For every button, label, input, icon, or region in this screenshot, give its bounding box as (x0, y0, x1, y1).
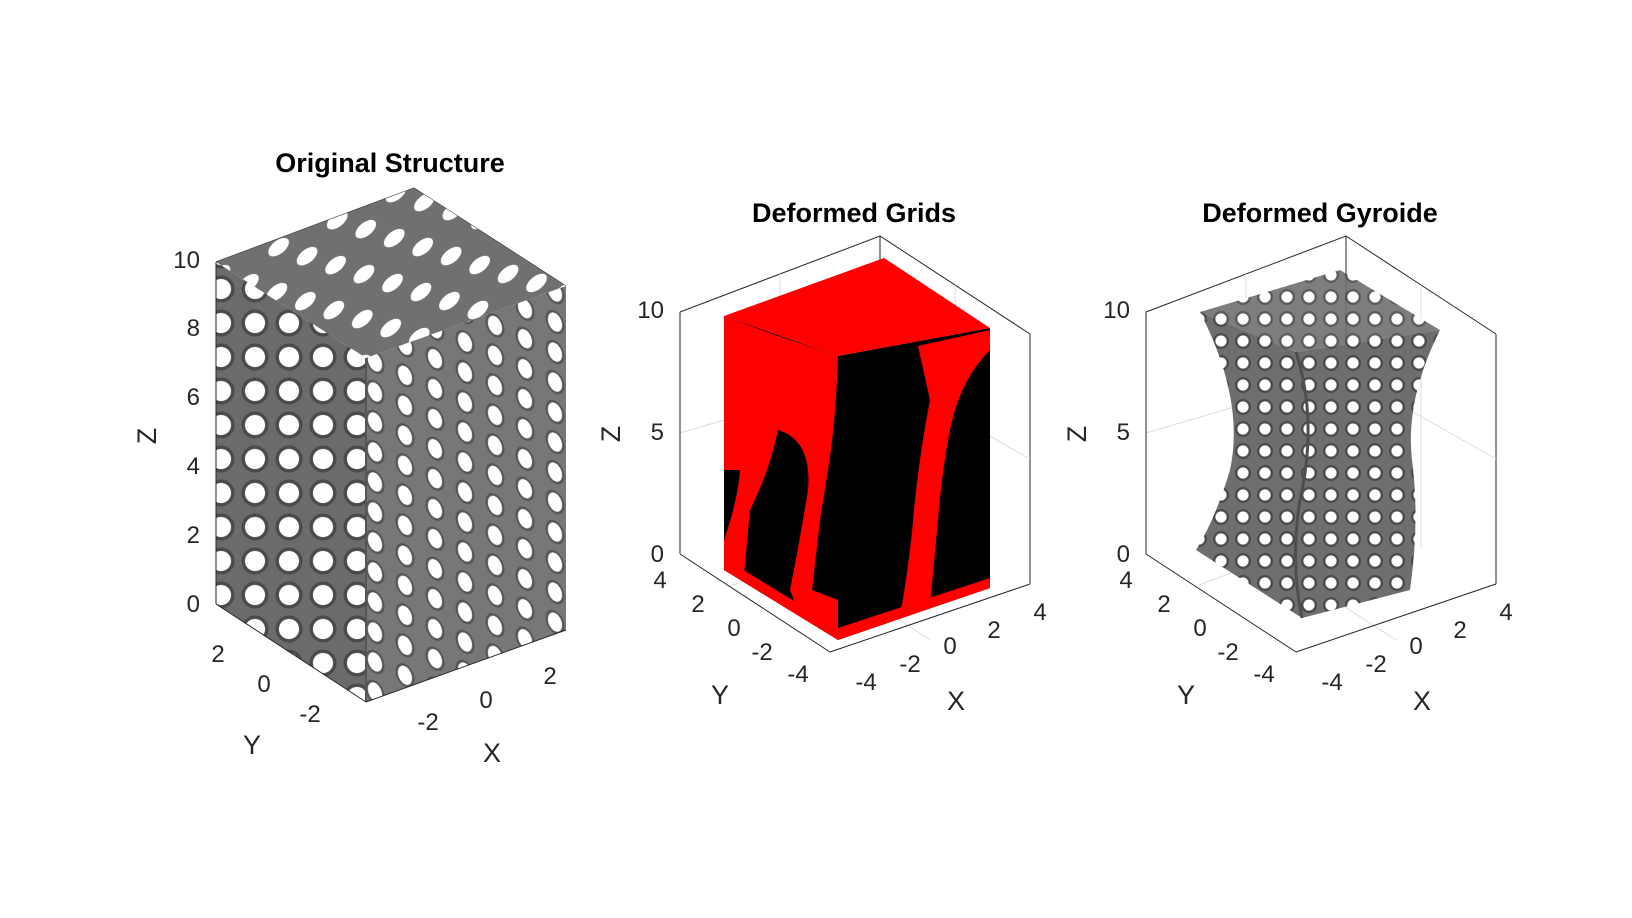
panel2-red-band-right (900, 330, 990, 616)
panel3-y-tick: -4 (1253, 661, 1274, 688)
panel2-y-tick: 0 (727, 615, 740, 642)
panel1-z-label: Z (132, 428, 162, 445)
panel2-z-label: Z (596, 426, 626, 443)
panel3-x-tick: 0 (1409, 633, 1422, 660)
panel2-z-tick: 10 (637, 297, 664, 324)
panel2-y-tick: -4 (787, 661, 808, 688)
panel2-x-tick: 4 (1033, 599, 1046, 626)
panel3-gyroid-left-face (1196, 312, 1309, 618)
panel2-x-ticks: -4 -2 0 2 4 (855, 599, 1046, 696)
panel1-z-tick: 0 (187, 591, 200, 618)
panel-deformed-grids: Deformed Grids 0 5 10 Z (596, 198, 1047, 716)
panel1-z-tick: 2 (187, 522, 200, 549)
panel2-x-tick: 0 (943, 633, 956, 660)
panel1-top-surface (216, 188, 566, 358)
panel-deformed-gyroide: Deformed Gyroide 0 5 10 Z 4 2 0 (1062, 198, 1513, 716)
panel1-x-tick: 2 (543, 663, 556, 690)
panel3-gyroid-top-face (1200, 270, 1440, 352)
panel3-z-ticks: 0 5 10 (1103, 297, 1130, 568)
panel2-x-axis-line (829, 583, 1031, 653)
panel1-x-tick: 0 (479, 687, 492, 714)
panel1-z-tick: 8 (187, 315, 200, 342)
panel3-x-ticks: -4 -2 0 2 4 (1321, 599, 1512, 696)
panel3-y-tick: 4 (1119, 567, 1132, 594)
panel1-y-tick: 0 (257, 671, 270, 698)
panel3-x-tick: 2 (1453, 617, 1466, 644)
panel1-right-face (366, 286, 566, 702)
panel2-deformed-block (724, 258, 990, 640)
panel1-y-tick: -2 (299, 701, 320, 728)
panel3-y-tick: -2 (1217, 639, 1238, 666)
panel3-x-tick: -2 (1365, 651, 1386, 678)
panel2-title: Deformed Grids (752, 198, 956, 228)
panel1-y-ticks: 2 0 -2 (211, 641, 320, 728)
panel3-y-tick: 0 (1193, 615, 1206, 642)
panel3-deformed-gyroid (1196, 270, 1440, 619)
panel3-z-label: Z (1062, 426, 1092, 443)
panel1-z-tick: 6 (187, 384, 200, 411)
panel2-z-ticks: 0 5 10 (637, 297, 664, 568)
panel1-z-ticks: 0 2 4 6 8 10 (173, 247, 200, 618)
panel2-z-tick: 5 (651, 419, 664, 446)
panel2-y-tick: 2 (691, 591, 704, 618)
panel1-x-tick: -2 (417, 709, 438, 736)
panel1-left-face (216, 262, 366, 702)
panel3-y-ticks: 4 2 0 -2 -4 (1119, 567, 1274, 688)
panel2-block-top-face (724, 258, 990, 356)
panel1-y-tick: 2 (211, 641, 224, 668)
panel2-x-tick: -4 (855, 669, 876, 696)
panel3-y-axis-line (1145, 553, 1297, 653)
panel1-y-axis-line (215, 603, 367, 703)
panel3-gyroid-edge (1293, 351, 1310, 619)
panel2-y-tick: -2 (751, 639, 772, 666)
panel3-y-tick: 2 (1157, 591, 1170, 618)
panel2-x-tick: -2 (899, 651, 920, 678)
panel1-x-axis-line (365, 629, 567, 703)
panel1-y-label: Y (243, 730, 261, 760)
panel3-z-tick: 10 (1103, 297, 1130, 324)
panel1-title: Original Structure (275, 148, 505, 178)
panel2-red-bottom-edge (724, 558, 990, 640)
panel3-z-tick: 0 (1117, 541, 1130, 568)
panel3-x-axis-line (1295, 583, 1497, 653)
panel2-x-tick: 2 (987, 617, 1000, 644)
panel3-z-tick: 5 (1117, 419, 1130, 446)
panel3-x-label: X (1413, 686, 1431, 716)
panel-original-structure: Original Structure 0 2 4 6 8 10 Z 2 0 -2… (132, 148, 567, 768)
panel3-x-tick: -4 (1321, 669, 1342, 696)
panel1-z-tick: 4 (187, 453, 200, 480)
panel1-z-tick: 10 (173, 247, 200, 274)
panel2-red-band-left (724, 316, 778, 575)
panel3-x-tick: 4 (1499, 599, 1512, 626)
panel2-y-axis-line (679, 553, 831, 653)
panel3-gyroid-right-face (1295, 330, 1440, 618)
panel2-y-tick: 4 (653, 567, 666, 594)
panel2-z-tick: 0 (651, 541, 664, 568)
panel1-x-label: X (483, 738, 501, 768)
panel3-y-label: Y (1177, 680, 1195, 710)
panel2-red-band-front (778, 336, 838, 640)
panel2-x-label: X (947, 686, 965, 716)
panel2-y-ticks: 4 2 0 -2 -4 (653, 567, 808, 688)
panel1-x-ticks: -2 0 2 (417, 663, 556, 736)
panel3-title: Deformed Gyroide (1202, 198, 1438, 228)
panel2-y-label: Y (711, 680, 729, 710)
